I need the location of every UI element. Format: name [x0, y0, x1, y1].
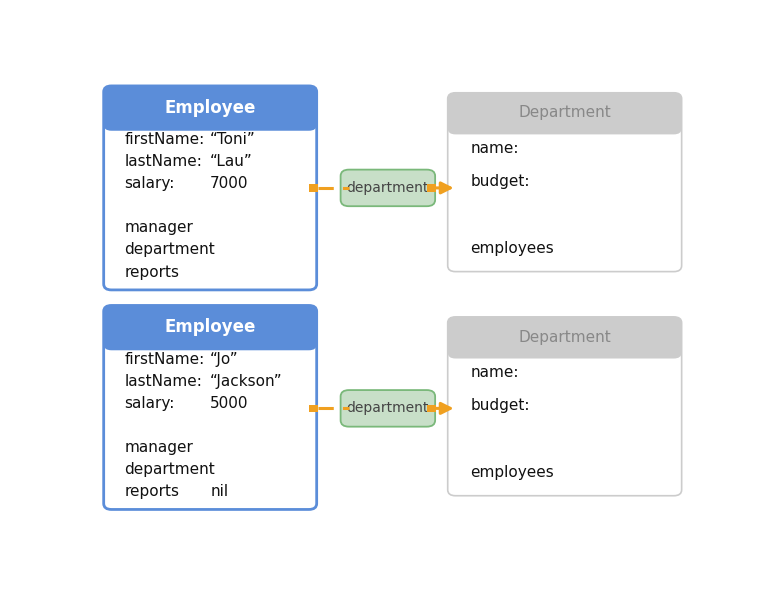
Text: “Jackson”: “Jackson” — [210, 374, 283, 388]
FancyBboxPatch shape — [340, 390, 435, 426]
Text: reports: reports — [124, 264, 180, 280]
Text: name:: name: — [470, 141, 519, 156]
Text: department: department — [124, 462, 215, 477]
Text: salary:: salary: — [124, 396, 175, 410]
Text: name:: name: — [470, 365, 519, 380]
Bar — [119, 326, 301, 345]
Text: firstName:: firstName: — [124, 352, 205, 366]
Bar — [309, 405, 319, 412]
Text: “Lau”: “Lau” — [210, 154, 253, 169]
Text: salary:: salary: — [124, 176, 175, 191]
Text: “Toni”: “Toni” — [210, 132, 256, 147]
FancyBboxPatch shape — [103, 86, 317, 290]
FancyBboxPatch shape — [448, 93, 682, 134]
Text: firstName:: firstName: — [124, 132, 205, 147]
FancyBboxPatch shape — [448, 93, 682, 271]
Bar — [463, 336, 666, 353]
Text: Employee: Employee — [164, 99, 256, 116]
Text: Department: Department — [518, 106, 611, 121]
Text: manager: manager — [124, 440, 194, 455]
FancyBboxPatch shape — [340, 170, 435, 206]
Text: “Jo”: “Jo” — [210, 352, 239, 366]
FancyBboxPatch shape — [103, 305, 317, 510]
Text: Department: Department — [518, 330, 611, 345]
Text: department: department — [124, 242, 215, 257]
Text: budget:: budget: — [470, 175, 530, 189]
Text: employees: employees — [470, 241, 554, 255]
Text: department: department — [347, 181, 429, 195]
Text: Employee: Employee — [164, 318, 256, 336]
Bar — [119, 107, 301, 125]
Text: employees: employees — [470, 465, 554, 480]
FancyBboxPatch shape — [103, 305, 317, 350]
Text: 7000: 7000 — [210, 176, 249, 191]
Text: budget:: budget: — [470, 399, 530, 413]
Text: nil: nil — [210, 484, 229, 499]
FancyBboxPatch shape — [103, 86, 317, 131]
Text: 5000: 5000 — [210, 396, 249, 410]
Text: lastName:: lastName: — [124, 374, 202, 388]
Bar — [427, 184, 436, 192]
Text: reports: reports — [124, 484, 180, 499]
Bar — [309, 184, 319, 192]
Text: manager: manager — [124, 220, 194, 235]
Text: department: department — [347, 402, 429, 415]
FancyBboxPatch shape — [448, 317, 682, 496]
Bar — [463, 112, 666, 128]
Text: lastName:: lastName: — [124, 154, 202, 169]
FancyBboxPatch shape — [448, 317, 682, 359]
Bar — [427, 405, 436, 412]
